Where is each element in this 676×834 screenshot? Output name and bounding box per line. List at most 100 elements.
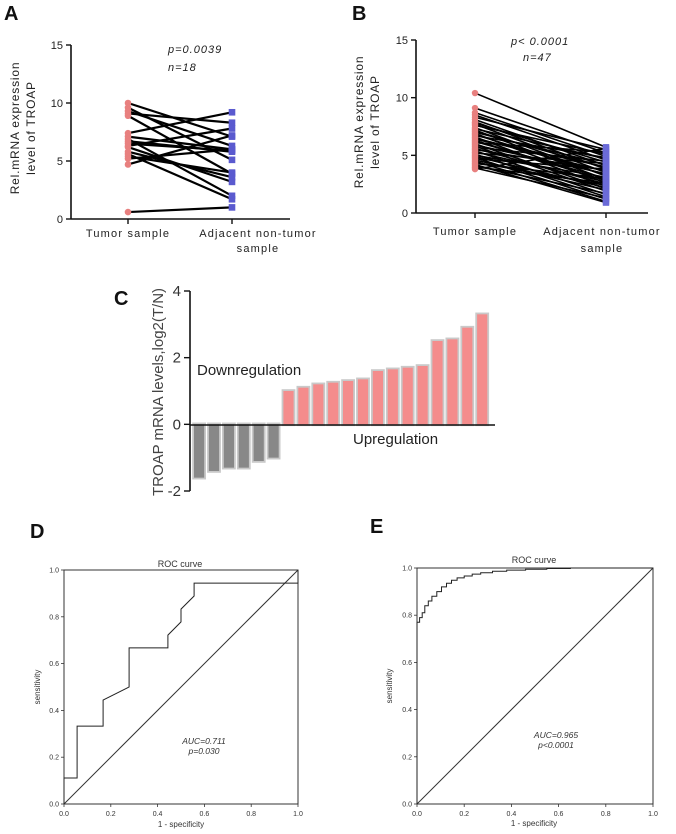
panel-a-adjacent-point-11 [228, 195, 236, 203]
panel-a-adjacent-point-10 [228, 173, 236, 181]
panel-b-ytick-label-0: 0 [402, 208, 408, 220]
panel-b-adjacent-point-45 [602, 194, 610, 202]
panel-b-pair-line-0 [474, 92, 607, 148]
panel-c-bar-13 [387, 369, 398, 425]
panel-d-xlabel: 1 - specificity [158, 820, 204, 829]
panel-e-xtick-label-2: 0.4 [507, 811, 517, 818]
panel-a-tumor-point-14 [124, 161, 132, 168]
panel-b-pair-lines [474, 92, 607, 204]
panel-b-adjacent-point-42 [602, 199, 610, 206]
panel-e-ytick-label-1: 0.2 [402, 754, 412, 761]
panel-a-pair-lines [127, 101, 233, 214]
panel-d-ylabel: sensitivity [33, 670, 42, 705]
panel-e-ytick-label-5: 1.0 [402, 566, 412, 573]
panel-e-roc-plot: ROC curve 0.0 0.2 0.4 0.6 0.8 1.0 0.0 0.2 0.4 0.6… [385, 555, 658, 828]
panel-b-ytick-label-1: 5 [402, 150, 408, 162]
panel-e-xtick-label-3: 0.6 [554, 811, 564, 818]
panel-a-adjacent-point-14 [228, 132, 236, 139]
panel-c-bar-16 [432, 341, 443, 425]
panel-d-roc-curve [63, 570, 299, 804]
panel-b-pair-line-39 [474, 160, 607, 203]
panel-label-c: C [114, 288, 128, 310]
panel-b-adjacent-point-17 [602, 154, 610, 161]
panel-c-downregulation-label: Downregulation [197, 362, 301, 379]
panel-a-adjacent-point-16 [228, 170, 236, 178]
panel-a-pair-line-15 [127, 142, 233, 152]
panel-a-pair-line-13 [127, 148, 233, 160]
panel-e-xlabel: 1 - specificity [511, 819, 557, 828]
panel-e-roc-curve [416, 567, 653, 804]
panel-d-ytick-label-5: 1.0 [49, 568, 59, 575]
panel-d-xtick-label-3: 0.6 [200, 811, 210, 818]
panel-c-ytick-label-1: 0 [173, 416, 181, 433]
panel-c-bar-3 [238, 424, 249, 468]
panel-c-bar-18 [462, 327, 473, 425]
panel-b-pair-line-27 [474, 146, 607, 162]
panel-a-tumor-point-15 [124, 140, 132, 147]
panel-c-bar-8 [313, 384, 324, 425]
panel-a-pair-line-4 [127, 111, 233, 135]
panel-b-pair-line-4 [474, 116, 607, 151]
panel-d-xtick-label-1: 0.2 [106, 811, 116, 818]
panel-e-ylabel: sensitivity [385, 669, 394, 704]
panel-d-ytick-label-2: 0.4 [49, 708, 59, 715]
panel-b-adjacent-point-44 [602, 179, 610, 187]
panel-label-a: A [4, 3, 18, 25]
panel-a-ytick-label-2: 10 [51, 98, 63, 110]
panel-b-category-adjacent-line2: sample [581, 243, 624, 255]
panel-c-ylabel: TROAP mRNA levels,log2(T/N) [150, 288, 167, 496]
panel-b-ytick-label-3: 15 [396, 35, 408, 47]
panel-a-adjacent-point-1 [228, 156, 236, 164]
panel-b-adjacent-point-25 [602, 170, 610, 177]
panel-b-pair-line-45 [474, 167, 607, 199]
panel-e-p-value: p<0.0001 [537, 740, 574, 750]
panel-d-ytick-label-0: 0.0 [49, 802, 59, 809]
panel-a-pair-line-16 [127, 114, 233, 175]
panel-b-tumor-point-1 [471, 104, 479, 112]
panel-e-ytick-label-3: 0.6 [402, 660, 412, 667]
panel-a-tumor-point-13 [124, 155, 132, 162]
panel-b-tumor-point-0 [471, 89, 479, 97]
panel-a-pair-line-17 [127, 206, 233, 214]
panel-d-ytick-label-1: 0.2 [49, 755, 59, 762]
panel-e-reference-diagonal [416, 567, 654, 805]
panel-a-category-tumor: Tumor sample [86, 228, 170, 240]
panel-b-pair-line-37 [474, 157, 607, 170]
panel-a-pair-line-11 [127, 153, 233, 201]
panel-a-adjacent-point-8 [228, 125, 236, 132]
panel-d-ytick-label-4: 0.8 [49, 614, 59, 621]
panel-b-category-adjacent-line1: Adjacent non-tumor [543, 226, 661, 238]
panel-a-paired-plot: Rel.mRNA expression level of TROAP 0 5 10 1… [8, 40, 317, 255]
panel-a-ytick-label-0: 0 [57, 214, 63, 226]
panel-b-ylabel-line2: level of TROAP [368, 75, 382, 169]
panel-a-pair-line-8 [127, 127, 233, 148]
panel-c-bar-5 [268, 424, 279, 458]
panel-a-tumor-point-17 [124, 208, 132, 216]
panel-c-bar-11 [357, 379, 369, 425]
panel-b-adjacent-point-41 [602, 175, 610, 182]
panel-c-bar-17 [447, 339, 458, 425]
panel-d-xtick-label-0: 0.0 [59, 811, 69, 818]
panel-d-xtick-label-4: 0.8 [246, 811, 256, 818]
panel-d-reference-diagonal [63, 569, 299, 805]
panel-a-ylabel-line1: Rel.mRNA expression [8, 62, 22, 195]
panel-label-b: B [352, 3, 366, 25]
panel-a-adjacent-point-6 [228, 192, 236, 200]
panel-b-adjacent-point-37 [602, 165, 610, 173]
panel-c-ytick-label-2: 2 [173, 350, 181, 367]
panel-a-adjacent-point-2 [228, 142, 236, 150]
panel-d-title: ROC curve [158, 559, 203, 569]
panel-a-pair-line-5 [127, 135, 233, 151]
panel-a-category-adjacent-line2: sample [237, 243, 280, 255]
panel-a-n-value: n=18 [168, 62, 197, 74]
panel-a-adjacent-point-3 [228, 119, 236, 127]
panel-a-tumor-point-16 [124, 112, 132, 120]
panel-c-bar-7 [298, 387, 309, 425]
panel-a-category-adjacent-line1: Adjacent non-tumor [199, 228, 317, 240]
panel-d-auc: AUC=0.711 [181, 736, 226, 746]
panel-a-adjacent-point-4 [228, 108, 236, 116]
panel-b-points [471, 89, 610, 206]
panel-a-points [124, 99, 236, 216]
panel-c-bar-2 [223, 424, 234, 468]
